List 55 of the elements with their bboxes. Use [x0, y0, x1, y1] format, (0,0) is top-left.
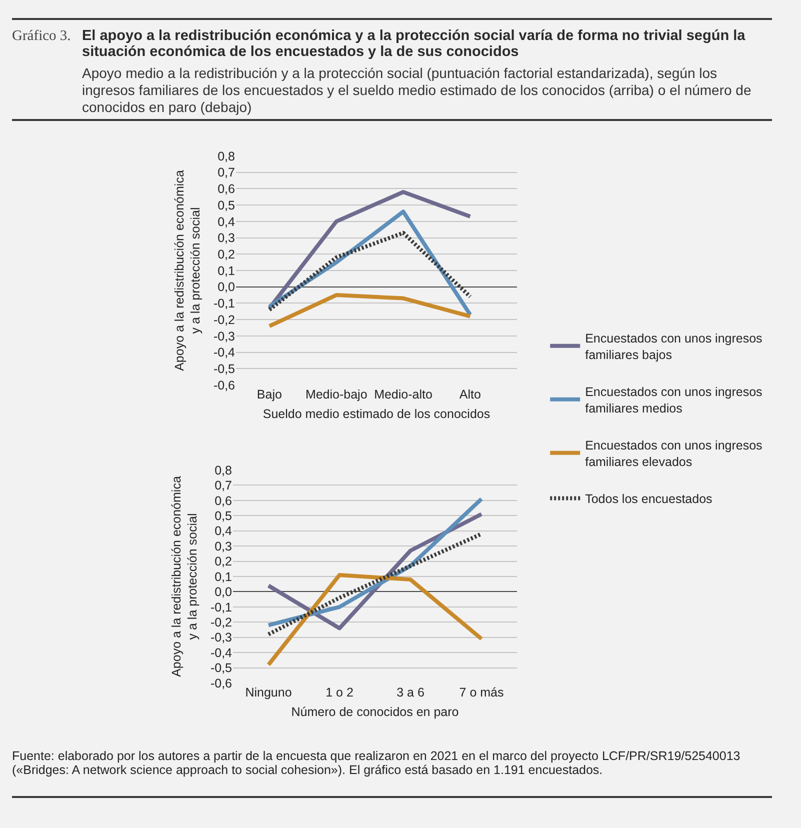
y-tick-label: 0,8 [218, 149, 236, 164]
y-tick-label: 0,5 [214, 509, 232, 524]
x-axis-title: Número de conocidos en paro [291, 704, 459, 719]
y-tick-label: 0,8 [214, 463, 232, 478]
y-tick-label: 0,6 [218, 182, 236, 196]
legend-label: Todos los encuestados [585, 492, 712, 506]
y-tick-label: -0,1 [213, 296, 236, 311]
y-tick-label: 0,3 [214, 539, 232, 554]
y-tick-label: 0,0 [214, 585, 232, 600]
y-tick-label: -0,4 [210, 646, 232, 660]
x-tick-label: Bajo [256, 388, 282, 402]
y-axis-title: Apoyo a la redistribución económica y a la protección social [172, 170, 203, 371]
y-tick-label: -0,1 [210, 600, 232, 614]
x-tick-label: 3 a 6 [396, 686, 424, 700]
y-tick-label: 0,3 [218, 231, 236, 246]
y-tick-label: -0,3 [213, 329, 236, 344]
x-tick-label: 7 o más [459, 686, 504, 700]
y-tick-label: -0,6 [210, 676, 232, 690]
line-series [267, 293, 472, 328]
y-tick-label: 0,7 [218, 166, 236, 180]
y-tick-label: -0,2 [213, 312, 236, 327]
line-series [267, 190, 472, 310]
y-tick-label: -0,3 [210, 630, 232, 645]
text: Gráfico 3. [12, 28, 71, 44]
x-tick-label: Medio-alto [374, 388, 432, 402]
y-tick-label: -0,5 [210, 661, 232, 676]
x-tick-label: 1 o 2 [326, 686, 354, 700]
y-tick-label: 0,2 [218, 248, 236, 262]
y-tick-label: 0,2 [214, 554, 232, 569]
y-tick-label: 0,4 [218, 214, 236, 229]
x-axis-title: Sueldo medio estimado de los conocidos [262, 406, 490, 421]
y-tick-label: 0,1 [214, 570, 232, 584]
y-tick-label: 0,5 [218, 198, 236, 212]
y-tick-label: -0,5 [213, 362, 236, 376]
legend-label: Encuestados con unos ingresos familiares medios [585, 385, 762, 416]
y-tick-label: 0,1 [218, 264, 236, 278]
legend-label: Encuestados con unos ingresos familiares elevados [585, 438, 762, 469]
x-tick-label: Alto [459, 388, 481, 402]
x-tick-label: Medio-bajo [305, 388, 368, 402]
y-tick-label: -0,2 [210, 616, 232, 630]
y-tick-label: -0,6 [213, 378, 236, 392]
line-series [266, 532, 484, 636]
y-tick-label: 0,7 [214, 478, 232, 493]
line-series [266, 572, 484, 667]
chart-title: El apoyo a la redistribución económica y a la protección social varía de forma no trivial según la situación económica de los encuestados y la de sus conocidos [82, 28, 746, 60]
y-tick-label: 0,0 [218, 280, 236, 294]
chart-subtitle: Apoyo medio a la redistribución y a la protección social (puntuación factorial estandarizada), según los ingresos familiares de los encuestados y el sueldo medio estimado de los conocidos (arriba) o el número de conocidos en paro (debajo) [82, 65, 752, 116]
y-tick-label: 0,6 [214, 494, 232, 508]
y-axis-title: Apoyo a la redistribución económica y a la protección social [169, 476, 200, 677]
y-tick-label: 0,4 [214, 524, 232, 538]
legend-label: Encuestados con unos ingresos familiares bajos [585, 332, 762, 362]
x-tick-label: Ninguno [245, 686, 292, 700]
line-series [267, 230, 472, 312]
y-tick-label: -0,4 [213, 346, 236, 360]
source-note: Fuente: elaborado por los autores a partir de la encuesta que realizaron en 2021 en el marco del proyecto LCF/PR/SR19/52540013 («Bridges: A network science approach to social cohesion»). El gráfico está basado en 1.191 encuestados. [12, 749, 742, 777]
